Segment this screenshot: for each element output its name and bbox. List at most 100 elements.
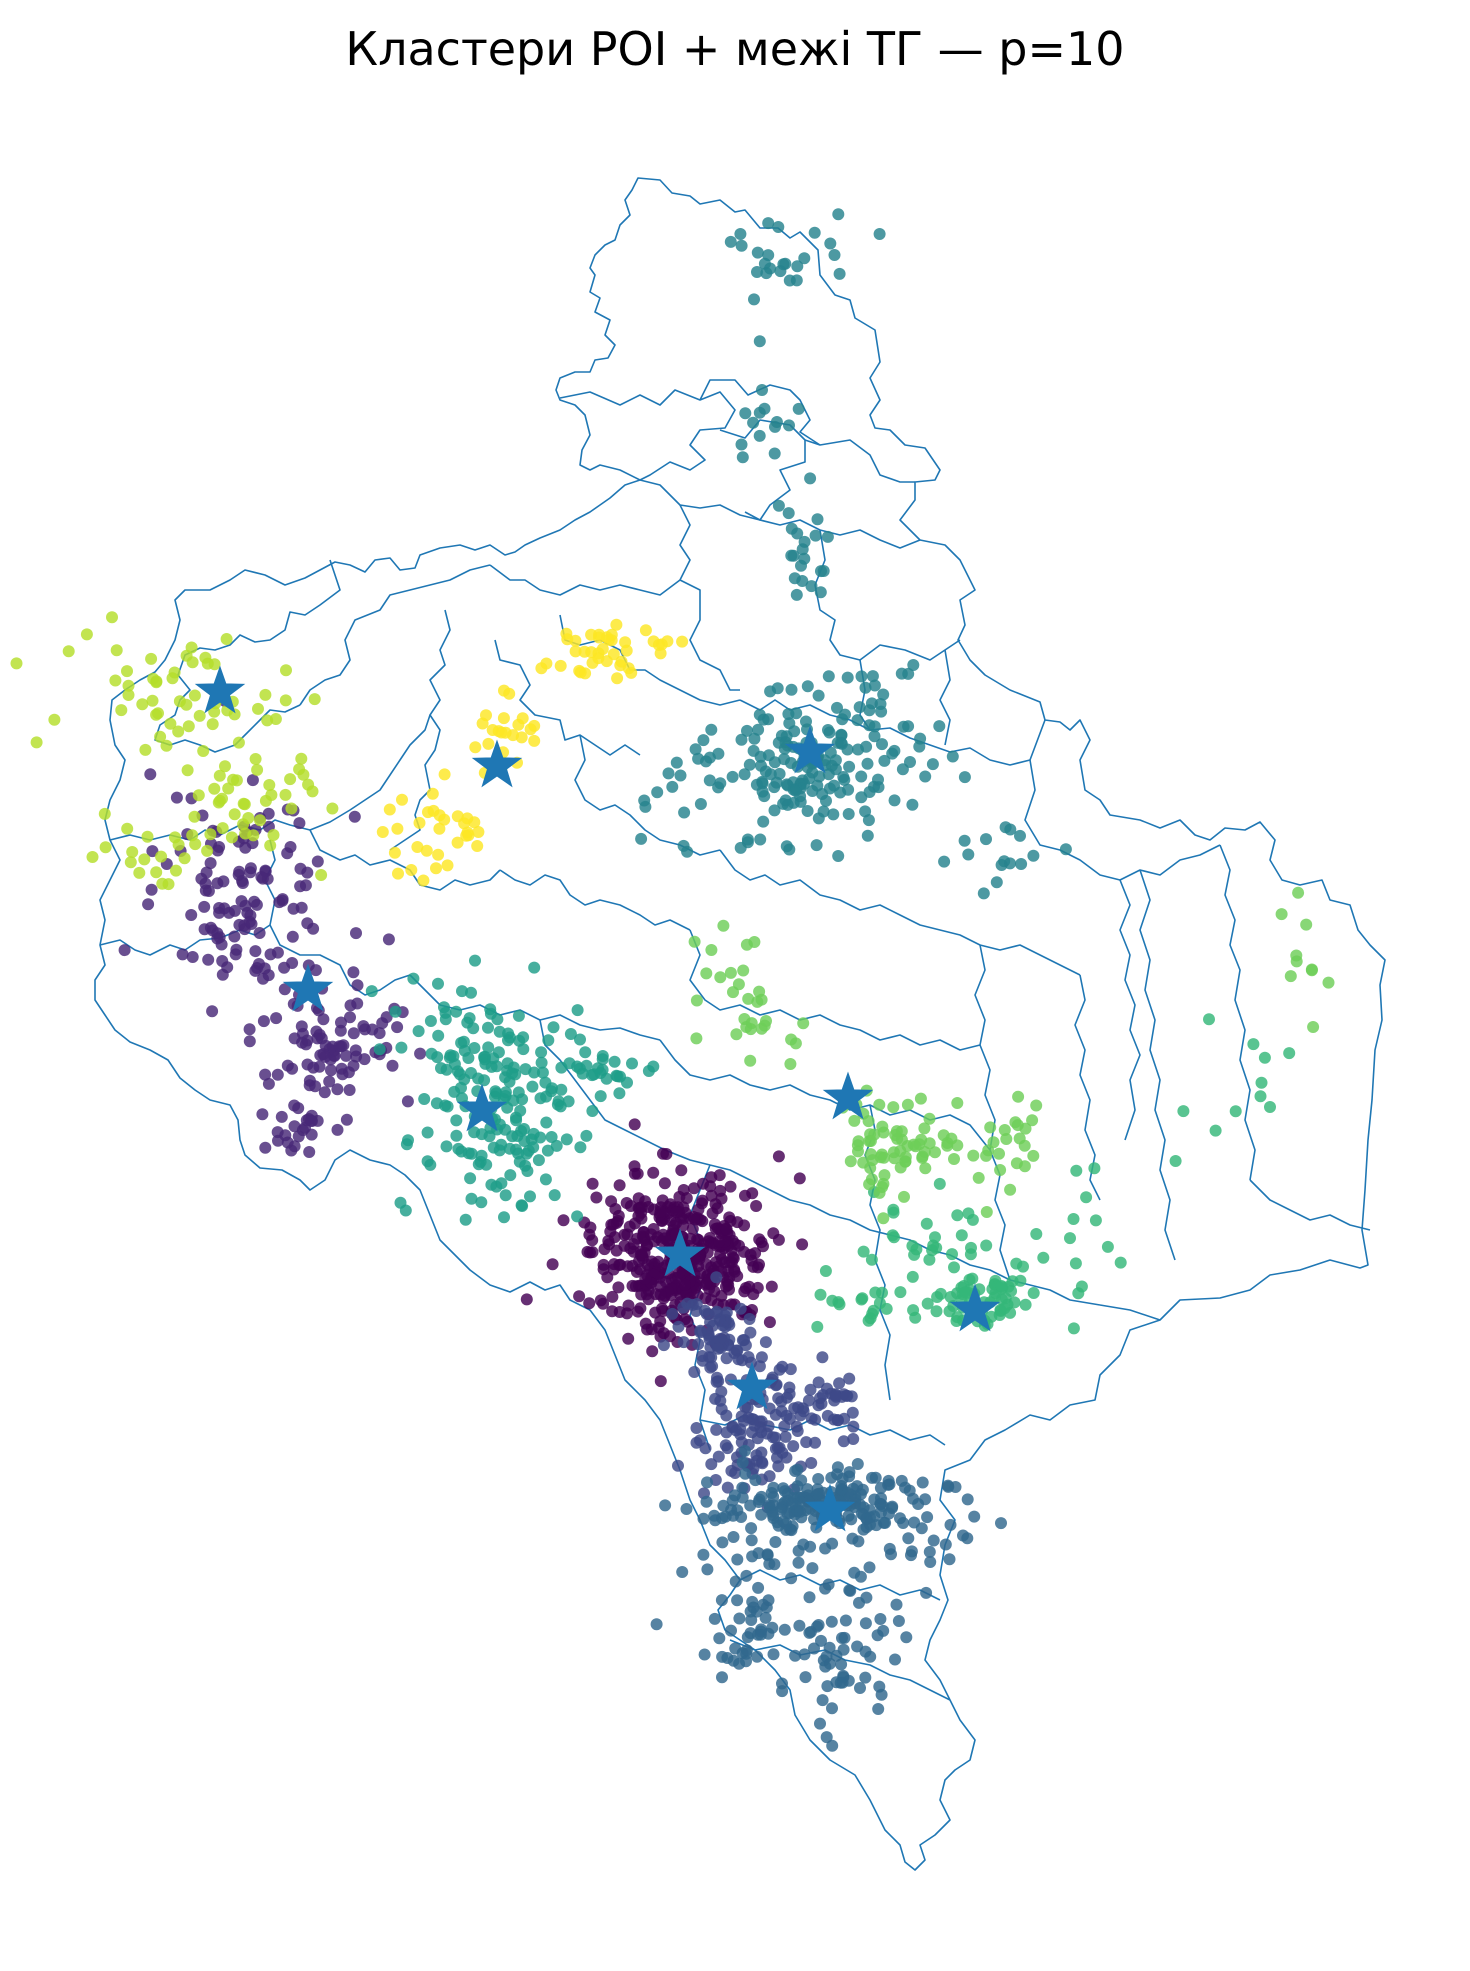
poi-point <box>877 1212 890 1225</box>
poi-point <box>812 1473 825 1485</box>
poi-point <box>382 933 395 946</box>
poi-point <box>743 1313 756 1325</box>
poi-point <box>1080 1191 1093 1204</box>
poi-point <box>948 1261 960 1274</box>
poi-point <box>895 1474 908 1487</box>
poi-point <box>821 1382 833 1395</box>
poi-point <box>744 1023 757 1036</box>
poi-point <box>859 681 872 694</box>
poi-point <box>793 1172 806 1185</box>
poi-point <box>213 906 226 919</box>
poi-point <box>812 1376 825 1389</box>
poi-point <box>195 872 208 885</box>
poi-point <box>1114 1256 1127 1269</box>
poi-point <box>906 798 919 811</box>
poi-point <box>254 814 266 827</box>
poi-point <box>711 1202 724 1215</box>
poi-point <box>632 1210 645 1223</box>
poi-point <box>400 1138 413 1151</box>
poi-point <box>269 713 282 725</box>
poi-point <box>698 1304 711 1317</box>
poi-point <box>800 715 812 728</box>
poi-point <box>146 694 159 707</box>
poi-point <box>831 701 843 714</box>
poi-point <box>681 845 694 858</box>
poi-point <box>934 1287 947 1300</box>
poi-point <box>784 1363 797 1376</box>
poi-point <box>848 1114 861 1127</box>
poi-point <box>929 1146 941 1159</box>
poi-point <box>811 1488 824 1501</box>
poi-point <box>692 1338 705 1351</box>
poi-point <box>216 968 229 981</box>
poi-point <box>826 1702 838 1715</box>
poi-point <box>279 694 292 707</box>
poi-point <box>462 829 475 842</box>
poi-point <box>597 1263 610 1276</box>
poi-point <box>990 876 1003 889</box>
poi-point <box>697 1548 710 1561</box>
poi-point <box>468 816 481 829</box>
poi-point <box>142 898 155 911</box>
poi-point <box>803 1591 816 1604</box>
poi-point <box>946 750 959 763</box>
poi-point <box>426 787 439 800</box>
poi-point <box>705 1294 718 1306</box>
poi-point <box>782 708 795 720</box>
poi-point <box>1030 1099 1043 1112</box>
poi-point <box>270 1012 283 1025</box>
poi-point <box>237 797 250 810</box>
poi-point <box>780 730 793 743</box>
poi-point <box>930 1305 943 1318</box>
poi-point <box>562 1095 575 1108</box>
poi-point <box>521 1165 534 1177</box>
poi-point <box>512 1086 525 1099</box>
centroid-star-icon <box>822 1071 874 1120</box>
poi-point <box>596 1053 609 1066</box>
poi-point <box>843 1372 856 1385</box>
poi-point <box>697 1512 710 1525</box>
poi-point <box>622 1332 635 1345</box>
poi-point <box>257 1015 270 1028</box>
poi-point <box>828 249 841 261</box>
poi-point <box>536 1066 549 1079</box>
poi-point <box>699 1442 712 1455</box>
poi-point <box>666 1307 679 1320</box>
poi-point <box>487 1052 500 1065</box>
poi-point <box>696 1350 709 1362</box>
poi-point <box>664 1330 676 1343</box>
poi-point <box>511 1130 524 1142</box>
poi-point <box>902 1532 915 1545</box>
poi-point <box>690 1436 703 1449</box>
poi-point <box>647 1060 660 1073</box>
poi-point <box>286 930 299 943</box>
poi-point <box>586 1234 599 1247</box>
poi-point <box>121 665 133 678</box>
community-boundary <box>494 639 641 756</box>
poi-point <box>506 1067 519 1080</box>
poi-point <box>262 969 275 982</box>
poi-point <box>887 1101 900 1114</box>
poi-point <box>841 1486 854 1499</box>
poi-point <box>222 782 235 795</box>
poi-point <box>805 1412 818 1425</box>
poi-point <box>264 839 277 852</box>
poi-point <box>674 769 687 782</box>
poi-point <box>251 763 264 776</box>
poi-point <box>581 1245 594 1258</box>
poi-point <box>1322 976 1335 989</box>
poi-point <box>769 1442 782 1455</box>
poi-point <box>822 724 834 736</box>
poi-point <box>861 757 874 770</box>
poi-point <box>729 1575 742 1588</box>
poi-point <box>753 985 766 998</box>
poi-point <box>907 659 920 671</box>
poi-point <box>232 736 245 749</box>
poi-point <box>654 1288 667 1301</box>
poi-point <box>1059 843 1072 856</box>
poi-point <box>921 1511 934 1524</box>
poi-point <box>740 1644 753 1657</box>
poi-point <box>164 717 177 730</box>
poi-point <box>843 1466 856 1479</box>
poi-point <box>534 1092 547 1105</box>
